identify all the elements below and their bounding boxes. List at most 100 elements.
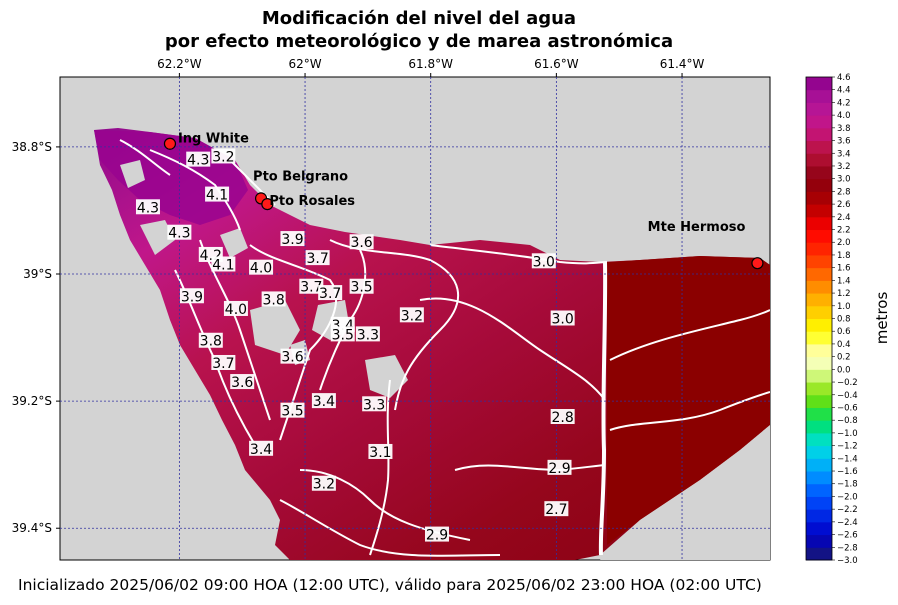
contour-label: 2.7: [544, 501, 569, 518]
contour-label: 3.2: [399, 307, 424, 324]
contour-label: 3.5: [330, 326, 355, 343]
x-tick-labels: 62.2°W 62°W 61.8°W 61.6°W 61.4°W: [157, 57, 704, 77]
colorbar-tick-label: 4.6: [837, 73, 851, 83]
colorbar-segment: [806, 127, 832, 142]
contour-label: 2.8: [550, 409, 575, 426]
contour-label: 4.3: [167, 224, 192, 242]
colorbar-tick-label: −1.6: [837, 467, 858, 477]
colorbar-tick-label: −1.4: [837, 454, 858, 464]
place-label: Pto Rosales: [269, 194, 355, 209]
colorbar-tick-label: −3.0: [837, 556, 858, 566]
svg-text:2.8: 2.8: [552, 410, 574, 426]
svg-text:3.6: 3.6: [231, 375, 253, 391]
contour-label: 3.9: [179, 288, 204, 305]
colorbar-segment: [806, 356, 832, 370]
svg-text:3.0: 3.0: [533, 254, 555, 270]
colorbar-segment: [806, 318, 832, 332]
contour-label: 3.7: [305, 250, 330, 267]
place-marker: [163, 137, 177, 150]
colorbar-segment: [806, 216, 832, 231]
contour-labels: 4.3 3.24.14.34.34.24.1 4.03.93.73.63.73.7 3…: [135, 148, 575, 544]
colorbar-tick-label: −1.8: [837, 480, 858, 490]
contour-label: 3.4: [311, 393, 336, 410]
contour-label: 2.9: [547, 459, 572, 477]
colorbar-segment: [806, 242, 832, 256]
colorbar-segment: [806, 343, 832, 358]
svg-text:3.6: 3.6: [350, 235, 372, 251]
colorbar-tick-label: 4.2: [837, 98, 851, 108]
x-tick-label: 61.6°W: [534, 57, 579, 71]
place-label: Ing White: [178, 132, 249, 147]
svg-text:3.3: 3.3: [363, 397, 385, 413]
colorbar-tick-label: −0.4: [837, 391, 858, 401]
contour-label: 2.9: [424, 526, 449, 544]
contour-label: 3.3: [362, 396, 387, 413]
svg-text:3.9: 3.9: [181, 289, 203, 305]
place-marker: [751, 257, 764, 270]
contour-label: 3.4: [249, 440, 274, 458]
colorbar-segment: [806, 153, 832, 167]
chart-title-line1: Modificación del nivel del agua: [261, 8, 577, 29]
colorbar-tick-label: 1.6: [837, 264, 851, 274]
colorbar-tick-label: 2.8: [837, 187, 851, 197]
colorbar-tick-label: 1.8: [837, 251, 851, 261]
colorbar-segment: [806, 547, 832, 561]
colorbar-segment: [806, 407, 832, 421]
svg-text:3.8: 3.8: [200, 334, 222, 350]
place-markers: Ing White Pto Belgrano Pto Rosales Mte Herm…: [163, 132, 764, 270]
contour-label: 3.9: [280, 231, 305, 248]
svg-text:3.5: 3.5: [332, 327, 354, 343]
place-marker: [261, 198, 274, 211]
y-tick-label: 39.4°S: [12, 521, 52, 535]
colorbar-tick-label: 4.0: [837, 111, 851, 121]
colorbar-segment: [806, 509, 832, 523]
contour-label: 4.1: [205, 186, 230, 204]
colorbar-segment: [806, 204, 832, 218]
contour-label: 3.8: [198, 332, 223, 350]
colorbar-segment: [806, 89, 832, 103]
contour-label: 3.7: [211, 354, 236, 372]
svg-text:2.9: 2.9: [548, 461, 570, 477]
colorbar-segment: [806, 471, 832, 485]
contour-label: 3.2: [311, 475, 336, 493]
x-tick-label: 61.8°W: [408, 57, 453, 71]
contour-label: 3.5: [280, 402, 305, 420]
svg-text:4.0: 4.0: [225, 302, 247, 318]
contour-label: 3.7: [318, 285, 343, 302]
contour-label: 3.3: [355, 326, 380, 343]
svg-text:3.2: 3.2: [401, 308, 423, 324]
colorbar-segment: [806, 140, 832, 154]
colorbar-tick-label: −2.4: [837, 518, 858, 528]
colorbar-tick-label: 2.2: [837, 226, 851, 236]
colorbar-tick-label: 0.4: [837, 340, 851, 350]
colorbar-segment: [806, 432, 832, 447]
contour-label: 3.8: [261, 291, 286, 308]
colorbar-segment: [806, 229, 832, 243]
svg-text:3.6: 3.6: [281, 350, 303, 366]
svg-text:3.5: 3.5: [350, 280, 372, 296]
colorbar-segment: [806, 394, 832, 408]
water-level-field-east: [607, 256, 770, 545]
contour-label: 3.1: [368, 443, 393, 461]
contour-label: 3.6: [349, 234, 374, 251]
colorbar-segment: [806, 483, 832, 497]
place-label: Pto Belgrano: [253, 169, 348, 184]
contour-label: 4.0: [223, 300, 248, 318]
colorbar-tick-label: 1.4: [837, 276, 851, 286]
svg-text:3.9: 3.9: [281, 232, 303, 248]
svg-text:4.1: 4.1: [212, 257, 234, 273]
colorbar-segment: [806, 496, 832, 510]
colorbar-segment: [806, 534, 832, 548]
svg-text:3.7: 3.7: [300, 280, 322, 296]
contour-label: 3.6: [230, 374, 255, 391]
colorbar-tick-label: −2.6: [837, 531, 858, 541]
colorbar-segment: [806, 178, 832, 192]
colorbar-segment: [806, 254, 832, 269]
y-tick-label: 39°S: [23, 267, 52, 281]
colorbar-tick-label: 0.0: [837, 365, 851, 375]
y-tick-labels: 38.8°S 39°S 39.2°S 39.4°S: [12, 140, 60, 535]
colorbar-tick-label: 4.4: [837, 86, 851, 96]
svg-text:2.9: 2.9: [426, 528, 448, 544]
contour-label: 3.6: [280, 348, 305, 366]
